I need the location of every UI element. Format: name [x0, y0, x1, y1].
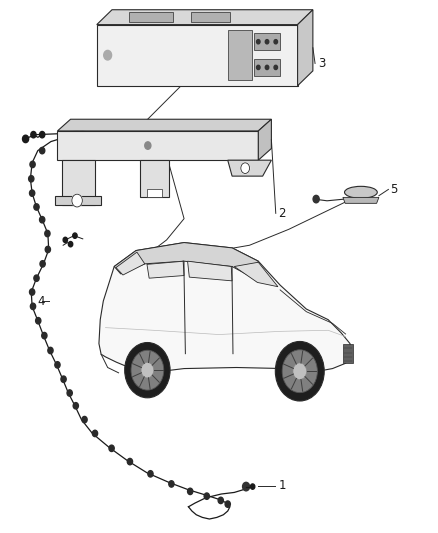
Polygon shape — [254, 33, 280, 50]
Circle shape — [68, 241, 73, 247]
Circle shape — [251, 484, 255, 489]
Circle shape — [39, 148, 45, 154]
Circle shape — [73, 233, 77, 238]
Circle shape — [45, 230, 50, 237]
Circle shape — [127, 458, 133, 465]
Circle shape — [257, 39, 260, 44]
Circle shape — [30, 161, 35, 167]
Polygon shape — [343, 197, 379, 204]
Polygon shape — [297, 10, 313, 86]
Circle shape — [29, 289, 35, 295]
Circle shape — [293, 363, 307, 379]
Polygon shape — [57, 131, 258, 160]
Circle shape — [39, 132, 45, 138]
Circle shape — [313, 196, 319, 203]
Circle shape — [61, 376, 66, 382]
Circle shape — [55, 362, 60, 368]
Polygon shape — [228, 160, 272, 176]
Ellipse shape — [345, 187, 377, 198]
Circle shape — [34, 275, 39, 281]
Circle shape — [34, 204, 39, 210]
Circle shape — [30, 303, 35, 310]
Polygon shape — [97, 10, 313, 25]
Polygon shape — [187, 261, 232, 281]
Circle shape — [257, 65, 260, 69]
Circle shape — [225, 501, 230, 507]
Polygon shape — [258, 119, 272, 160]
Polygon shape — [116, 252, 145, 275]
Circle shape — [29, 190, 35, 196]
Circle shape — [148, 471, 153, 477]
Circle shape — [131, 350, 164, 390]
Circle shape — [28, 175, 34, 182]
Circle shape — [282, 350, 318, 393]
Polygon shape — [234, 262, 278, 287]
Circle shape — [82, 416, 87, 423]
Polygon shape — [141, 160, 169, 197]
Circle shape — [241, 163, 250, 173]
Polygon shape — [254, 59, 280, 76]
Polygon shape — [97, 25, 297, 86]
Circle shape — [265, 65, 269, 69]
Circle shape — [204, 493, 209, 499]
Circle shape — [265, 39, 269, 44]
Polygon shape — [99, 243, 352, 372]
Polygon shape — [130, 12, 173, 22]
Circle shape — [141, 362, 154, 378]
Circle shape — [63, 237, 67, 243]
Text: 3: 3 — [318, 57, 325, 70]
Circle shape — [22, 135, 28, 143]
Circle shape — [73, 402, 78, 409]
Text: 4: 4 — [37, 295, 45, 308]
Polygon shape — [114, 243, 258, 277]
Polygon shape — [55, 196, 101, 205]
Circle shape — [72, 194, 82, 207]
Circle shape — [109, 445, 114, 451]
Circle shape — [40, 261, 45, 267]
Circle shape — [125, 343, 170, 398]
Polygon shape — [147, 261, 184, 278]
Circle shape — [243, 482, 250, 491]
Circle shape — [274, 39, 278, 44]
Circle shape — [92, 430, 98, 437]
Circle shape — [31, 132, 36, 138]
Circle shape — [276, 342, 324, 401]
Circle shape — [67, 390, 72, 396]
Polygon shape — [191, 12, 230, 22]
Circle shape — [169, 481, 174, 487]
Text: 1: 1 — [279, 479, 286, 492]
Text: 5: 5 — [390, 183, 397, 196]
Circle shape — [45, 246, 50, 253]
Circle shape — [187, 488, 193, 495]
Polygon shape — [343, 344, 353, 364]
Circle shape — [218, 497, 223, 504]
Circle shape — [35, 318, 41, 324]
Polygon shape — [62, 160, 95, 205]
Polygon shape — [147, 189, 162, 197]
Text: 2: 2 — [279, 207, 286, 220]
Polygon shape — [57, 119, 272, 131]
Circle shape — [274, 65, 278, 69]
Circle shape — [42, 333, 47, 339]
Circle shape — [48, 348, 53, 354]
Circle shape — [39, 216, 45, 223]
Circle shape — [145, 142, 151, 149]
Polygon shape — [228, 30, 252, 80]
Circle shape — [104, 51, 112, 60]
